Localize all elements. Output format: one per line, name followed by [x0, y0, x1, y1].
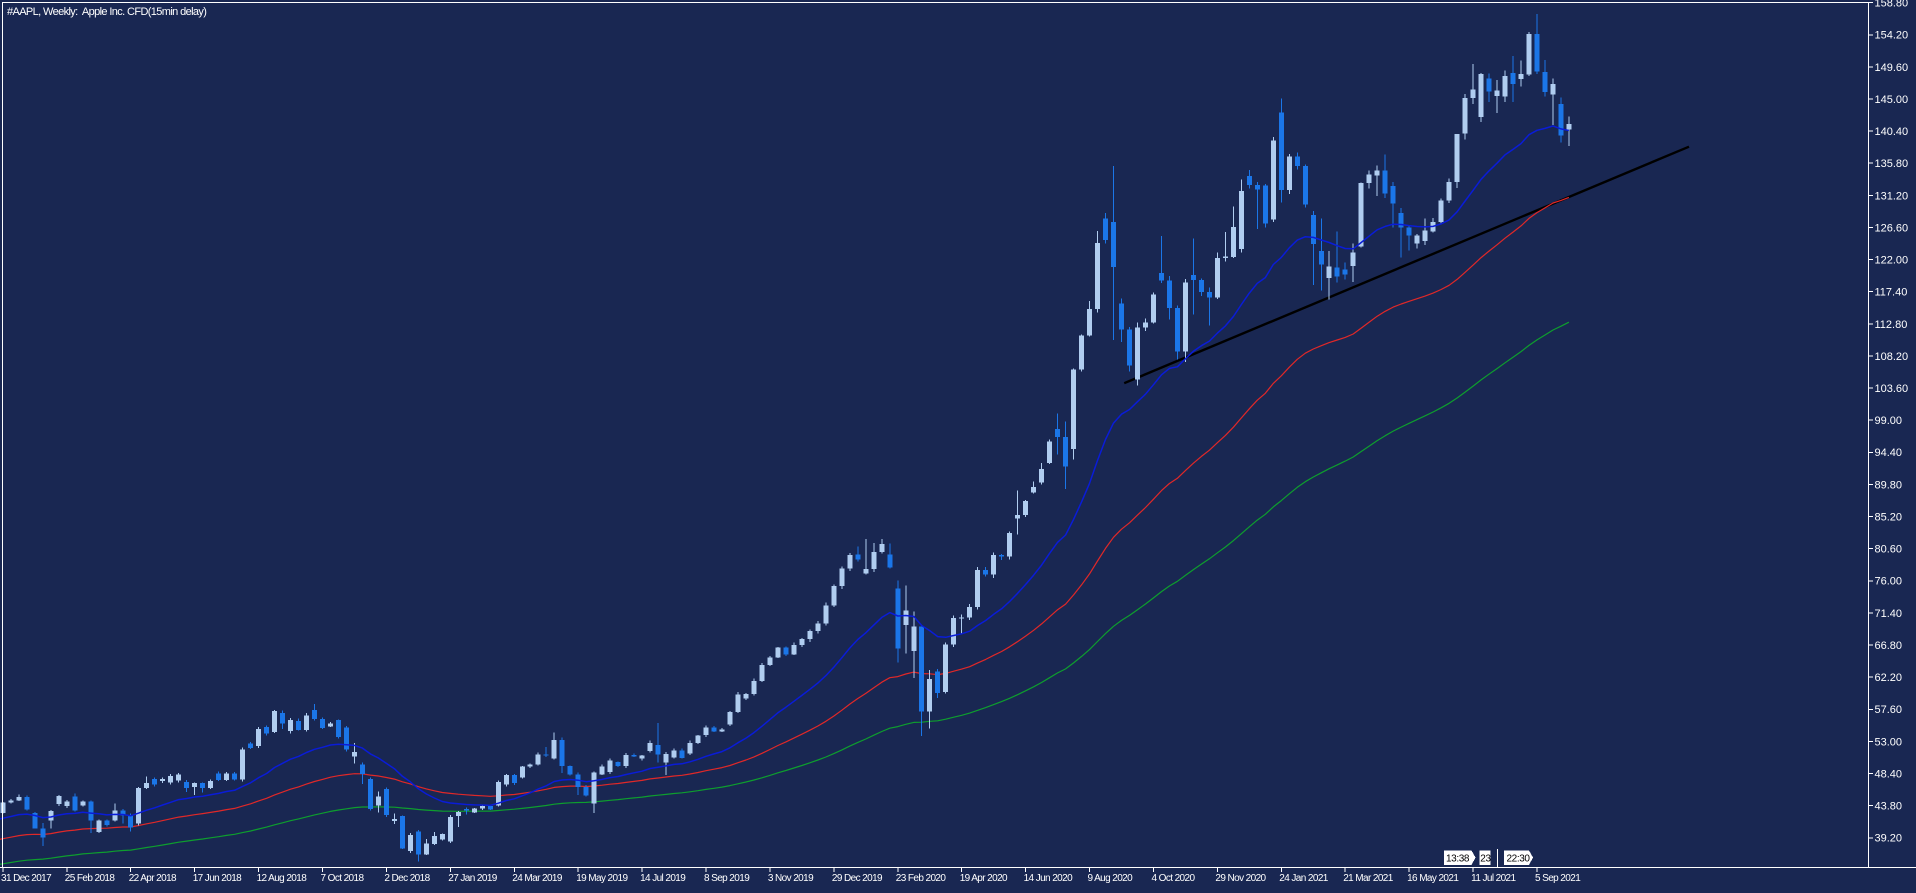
svg-text:14 Jun 2020: 14 Jun 2020	[1024, 873, 1073, 884]
svg-text:23 Feb 2020: 23 Feb 2020	[896, 873, 947, 884]
svg-text:4 Oct 2020: 4 Oct 2020	[1152, 873, 1196, 884]
svg-text:24 Mar 2019: 24 Mar 2019	[512, 873, 563, 884]
svg-text:131.20: 131.20	[1875, 190, 1909, 202]
svg-text:#AAPL, Weekly: Apple Inc. CFD: #AAPL, Weekly: Apple Inc. CFD(15min dela…	[7, 6, 206, 18]
svg-text:7 Oct 2018: 7 Oct 2018	[321, 873, 365, 884]
svg-text:112.80: 112.80	[1875, 319, 1908, 331]
svg-text:11 Jul 2021: 11 Jul 2021	[1471, 873, 1516, 884]
svg-text:21 Mar 2021: 21 Mar 2021	[1343, 873, 1394, 884]
svg-text:8 Sep 2019: 8 Sep 2019	[704, 873, 750, 884]
svg-text:22:30: 22:30	[1507, 854, 1531, 865]
svg-text:23: 23	[1480, 854, 1491, 865]
svg-text:117.40: 117.40	[1875, 287, 1908, 299]
svg-text:103.60: 103.60	[1875, 383, 1909, 395]
svg-text:135.80: 135.80	[1875, 158, 1909, 170]
svg-text:149.60: 149.60	[1875, 62, 1909, 74]
svg-text:16 May 2021: 16 May 2021	[1407, 873, 1459, 884]
svg-text:27 Jan 2019: 27 Jan 2019	[448, 873, 497, 884]
svg-text:76.00: 76.00	[1875, 576, 1903, 588]
svg-text:80.60: 80.60	[1875, 544, 1903, 556]
svg-text:126.60: 126.60	[1875, 222, 1909, 234]
svg-text:85.20: 85.20	[1875, 512, 1903, 524]
svg-text:9 Aug 2020: 9 Aug 2020	[1088, 873, 1134, 884]
svg-text:2 Dec 2018: 2 Dec 2018	[384, 873, 430, 884]
svg-text:71.40: 71.40	[1875, 608, 1903, 620]
svg-text:66.80: 66.80	[1875, 640, 1903, 652]
svg-text:108.20: 108.20	[1875, 351, 1909, 363]
svg-text:89.80: 89.80	[1875, 479, 1903, 491]
svg-text:24 Jan 2021: 24 Jan 2021	[1279, 873, 1328, 884]
svg-text:25 Feb 2018: 25 Feb 2018	[65, 873, 116, 884]
svg-text:22 Apr 2018: 22 Apr 2018	[129, 873, 177, 884]
svg-text:5 Sep 2021: 5 Sep 2021	[1535, 873, 1581, 884]
svg-text:17 Jun 2018: 17 Jun 2018	[193, 873, 242, 884]
svg-text:158.80: 158.80	[1875, 0, 1909, 10]
svg-text:13:38: 13:38	[1446, 854, 1470, 865]
svg-text:29 Nov 2020: 29 Nov 2020	[1215, 873, 1266, 884]
svg-text:99.00: 99.00	[1875, 415, 1903, 427]
svg-text:122.00: 122.00	[1875, 255, 1909, 267]
svg-text:29 Dec 2019: 29 Dec 2019	[832, 873, 883, 884]
svg-text:3 Nov 2019: 3 Nov 2019	[768, 873, 814, 884]
svg-text:19 May 2019: 19 May 2019	[576, 873, 628, 884]
svg-text:62.20: 62.20	[1875, 672, 1903, 684]
svg-text:43.80: 43.80	[1875, 801, 1903, 813]
svg-text:140.40: 140.40	[1875, 126, 1909, 138]
svg-text:94.40: 94.40	[1875, 447, 1903, 459]
svg-text:19 Apr 2020: 19 Apr 2020	[960, 873, 1008, 884]
svg-text:145.00: 145.00	[1875, 94, 1909, 106]
svg-text:53.00: 53.00	[1875, 736, 1903, 748]
svg-text:31 Dec 2017: 31 Dec 2017	[1, 873, 52, 884]
svg-text:12 Aug 2018: 12 Aug 2018	[257, 873, 308, 884]
svg-text:48.40: 48.40	[1875, 769, 1903, 781]
svg-text:14 Jul 2019: 14 Jul 2019	[640, 873, 686, 884]
svg-text:154.20: 154.20	[1875, 30, 1909, 42]
svg-text:57.60: 57.60	[1875, 704, 1903, 716]
svg-text:39.20: 39.20	[1875, 833, 1903, 845]
